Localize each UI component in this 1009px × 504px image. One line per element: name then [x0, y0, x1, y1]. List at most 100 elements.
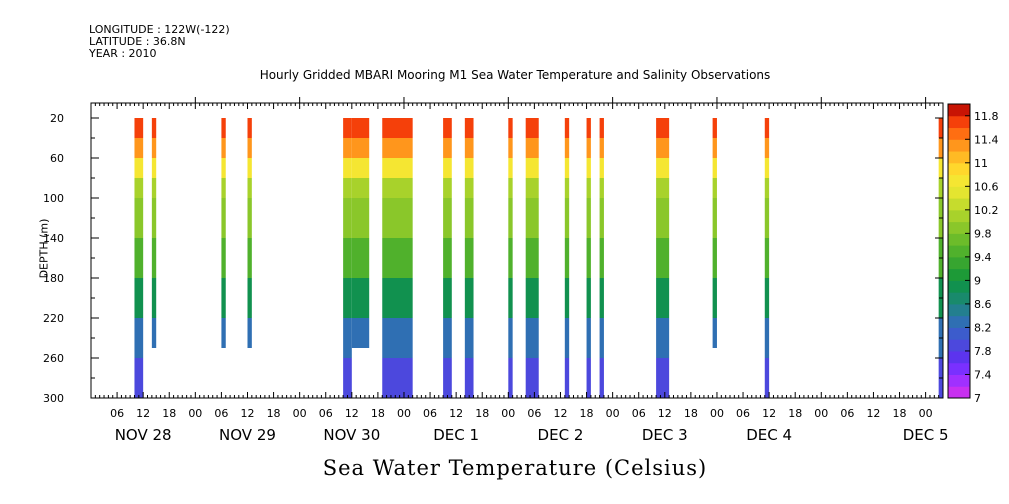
colorbar-label: 11 — [974, 157, 988, 170]
x-tick-label: 18 — [162, 407, 176, 420]
colorbar-band — [948, 256, 970, 270]
x-tick-label: 06 — [736, 407, 750, 420]
x-tick-label: 12 — [553, 407, 567, 420]
x-tick-label: 18 — [580, 407, 594, 420]
colorbar-band — [948, 209, 970, 223]
colorbar-label: 10.6 — [974, 180, 999, 193]
x-tick-label: 18 — [788, 407, 802, 420]
colorbar-band — [948, 374, 970, 387]
colorbar-band — [948, 362, 970, 375]
colorbar-label: 8.2 — [974, 321, 992, 334]
colorbar-label: 11.8 — [974, 110, 999, 123]
x-tick-label: 12 — [762, 407, 776, 420]
colorbar-band — [948, 233, 970, 246]
x-tick-label: 06 — [840, 407, 854, 420]
latitude-label: LATITUDE : 36.8N — [89, 35, 186, 48]
y-axis: 20 60 100 140 180 220 260 300 — [43, 112, 943, 405]
data-column — [443, 118, 452, 398]
data-column — [712, 118, 717, 348]
colorbar-label: 9.4 — [974, 251, 992, 264]
data-columns — [134, 118, 943, 398]
x-tick-label: 00 — [293, 407, 307, 420]
colorbar-band — [948, 162, 970, 176]
colorbar-label: 7.8 — [974, 345, 992, 358]
x-tick-label: 12 — [658, 407, 672, 420]
x-tick-label: 06 — [110, 407, 124, 420]
colorbar-band — [948, 280, 970, 293]
colorbar-band — [948, 127, 970, 140]
x-day-label: NOV 29 — [219, 426, 276, 444]
data-column — [247, 118, 252, 348]
x-tick-label: 12 — [345, 407, 359, 420]
x-day-label: NOV 30 — [323, 426, 380, 444]
x-tick-label: 18 — [371, 407, 385, 420]
data-column — [221, 118, 226, 348]
data-column — [656, 118, 670, 398]
data-column — [382, 118, 413, 398]
x-tick-label: 00 — [814, 407, 828, 420]
colorbar-label: 8.6 — [974, 298, 992, 311]
colorbar-frame — [947, 103, 971, 399]
data-column — [508, 118, 513, 398]
x-day-label: DEC 5 — [903, 426, 949, 444]
x-day-label: DEC 2 — [538, 426, 584, 444]
x-tick-label: 18 — [684, 407, 698, 420]
data-column — [525, 118, 539, 398]
y-tick-label: 300 — [43, 392, 64, 405]
colorbar-label: 7 — [974, 392, 981, 405]
x-tick-label: 06 — [214, 407, 228, 420]
colorbar-band — [948, 350, 970, 364]
y-tick-label: 140 — [43, 232, 64, 245]
colorbar: 7 7.4 7.8 8.2 8.6 9 9.4 9.8 10.2 10.6 11 11.4 11.8 — [947, 103, 999, 405]
x-tick-label: 00 — [919, 407, 933, 420]
colorbar-band — [948, 303, 970, 317]
colorbar-band — [948, 186, 970, 199]
x-tick-label: 12 — [449, 407, 463, 420]
x-tick-label: 06 — [527, 407, 541, 420]
colorbar-band — [948, 198, 970, 211]
y-tick-label: 20 — [50, 112, 64, 125]
data-column — [351, 118, 370, 348]
data-column — [151, 118, 157, 348]
colorbar-band — [948, 221, 970, 234]
data-column — [564, 118, 570, 398]
x-tick-label: 00 — [710, 407, 724, 420]
header-info: LONGITUDE : 122W(-122) LATITUDE : 36.8N … — [89, 24, 230, 60]
colorbar-band — [948, 268, 970, 281]
y-tick-label: 180 — [43, 272, 64, 285]
x-day-label: NOV 28 — [115, 426, 172, 444]
x-axis: 06 12 18 00 06 12 18 00 06 12 18 00 06 12 18 00 06 12 18 00… — [90, 97, 949, 444]
x-day-label: DEC 4 — [746, 426, 792, 444]
y-tick-label: 220 — [43, 312, 64, 325]
colorbar-band — [948, 245, 970, 258]
chart-title: Hourly Gridded MBARI Mooring M1 Sea Wate… — [259, 68, 771, 82]
colorbar-label: 10.2 — [974, 204, 999, 217]
y-tick-label: 100 — [43, 192, 64, 205]
colorbar-band — [948, 315, 970, 328]
data-column — [599, 118, 604, 398]
x-tick-label: 06 — [632, 407, 646, 420]
year-label: YEAR : 2010 — [89, 47, 157, 60]
colorbar-label: 9 — [974, 274, 981, 287]
data-column — [343, 118, 352, 398]
x-tick-label: 18 — [267, 407, 281, 420]
x-day-label: DEC 3 — [642, 426, 688, 444]
colorbar-band — [948, 386, 970, 399]
colorbar-label: 7.4 — [974, 368, 992, 381]
x-tick-label: 00 — [501, 407, 515, 420]
x-tick-label: 12 — [866, 407, 880, 420]
x-tick-label: 18 — [475, 407, 489, 420]
longitude-label: LONGITUDE : 122W(-122) — [89, 23, 230, 36]
colorbar-band — [948, 339, 970, 352]
colorbar-band — [948, 139, 970, 152]
plot-frame — [90, 102, 944, 399]
colorbar-band — [948, 174, 970, 187]
data-column — [134, 118, 144, 398]
bottom-label: Sea Water Temperature (Celsius) — [322, 456, 708, 480]
x-tick-label: 12 — [136, 407, 150, 420]
x-tick-label: 12 — [240, 407, 254, 420]
x-tick-label: 00 — [397, 407, 411, 420]
colorbar-label: 9.8 — [974, 227, 992, 240]
